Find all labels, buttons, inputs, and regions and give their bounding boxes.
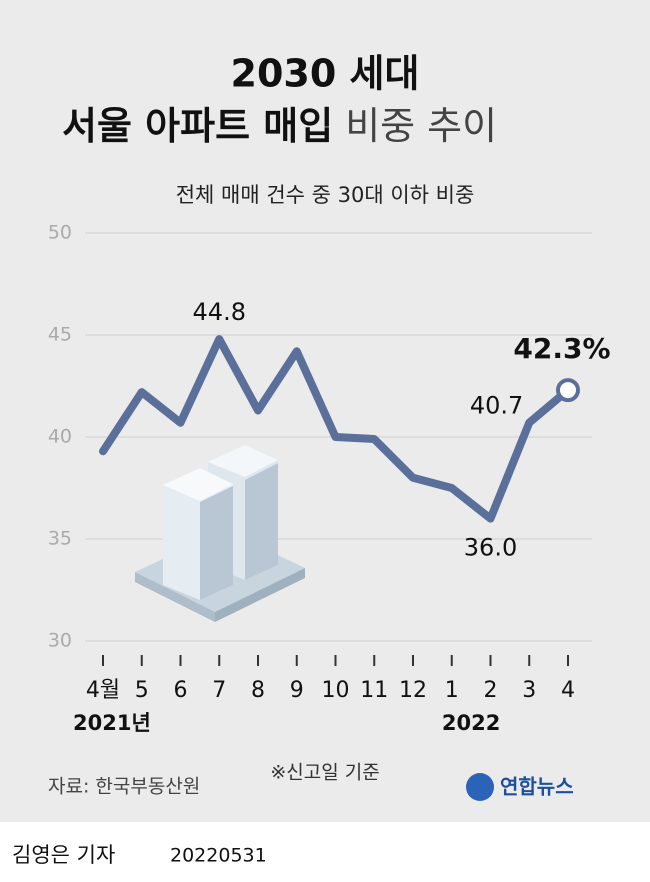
x-tick-label: 12 [399,678,427,703]
y-tick-label: 30 [48,630,72,652]
year-label: 2022 [442,711,500,735]
x-tick-label: 4월 [86,678,120,703]
value-label: 40.7 [470,392,523,420]
title-light: 비중 추이 [345,104,497,148]
value-label: 36.0 [464,534,517,562]
x-tick-label: 7 [212,678,226,703]
y-tick-label: 35 [48,528,72,550]
building-illustration [135,445,305,622]
x-tick-label: 8 [251,678,265,703]
author: 김영은 기자 [12,843,115,867]
title-bold: 서울 아파트 매입 [62,104,333,148]
x-tick-label: 9 [290,678,304,703]
value-label: 44.8 [193,298,246,326]
end-marker [556,378,580,403]
date: 20220531 [170,845,267,867]
x-tick-label: 11 [360,678,388,703]
y-tick-label: 40 [48,426,72,448]
y-tick-label: 50 [48,222,72,244]
logo: 연합뉴스 [500,775,574,799]
note: ※신고일 기준 [270,762,379,784]
chart-title: 서울 아파트 매입 비중 추이 [62,104,497,148]
x-tick-label: 4 [561,678,575,703]
chart-title: 2030 세대 [231,52,420,96]
x-tick-label: 2 [484,678,498,703]
x-tick-label: 5 [135,678,149,703]
x-tick-label: 10 [322,678,350,703]
year-label: 2021년 [73,711,151,735]
data-line [99,335,572,523]
x-tick-label: 1 [445,678,459,703]
footer-band [0,822,650,882]
subtitle: 전체 매매 건수 중 30대 이하 비중 [176,183,475,207]
x-tick-label: 6 [174,678,188,703]
y-tick-label: 45 [48,324,72,346]
logo-icon [466,773,494,801]
value-label: 42.3% [513,332,610,365]
x-tick-label: 3 [522,678,536,703]
source: 자료: 한국부동산원 [48,776,200,798]
